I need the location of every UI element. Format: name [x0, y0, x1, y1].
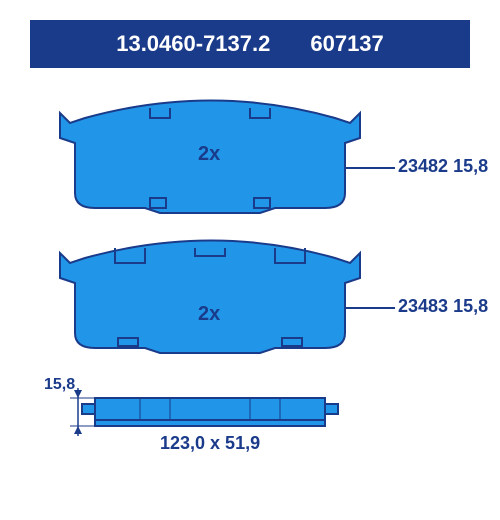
pad-bottom — [60, 241, 395, 354]
diagram-area: 2x 23482 15,8 2x 23483 15,8 15,8 123,0 x… — [0, 68, 500, 488]
pad-top — [60, 101, 395, 214]
short-code: 607137 — [310, 31, 383, 57]
pad-top-qty: 2x — [198, 143, 220, 166]
dimensions-label: 123,0 x 51,9 — [160, 433, 260, 454]
pad-top-code: 23482 15,8 — [398, 156, 488, 177]
side-view — [70, 388, 338, 436]
pad-bottom-code: 23483 15,8 — [398, 296, 488, 317]
header-bar: 13.0460-7137.2 607137 — [30, 20, 470, 68]
pad-bottom-qty: 2x — [198, 303, 220, 326]
part-number: 13.0460-7137.2 — [116, 31, 270, 57]
pad-drawings-svg — [0, 68, 500, 488]
side-height-label: 15,8 — [44, 376, 75, 394]
